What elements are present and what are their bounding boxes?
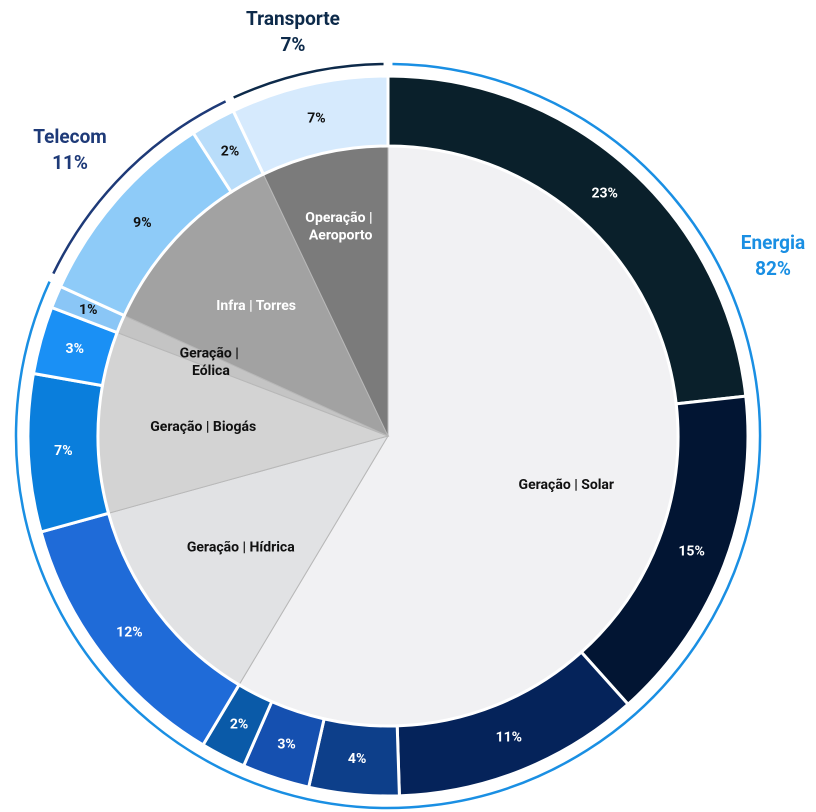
- ring-label: 1%: [79, 302, 97, 318]
- group-arc: [52, 100, 227, 275]
- ring-label: 12%: [116, 625, 142, 641]
- group-name: Telecom: [33, 125, 107, 148]
- label-line: Operação |: [305, 210, 376, 226]
- group-name: Transporte: [246, 7, 340, 30]
- group-arc: [14, 62, 762, 810]
- inner-label: Geração | Eólica: [180, 345, 243, 379]
- inner-label: Geração | Solar: [519, 477, 615, 493]
- group-value: 82%: [755, 257, 791, 280]
- ring-segment: [231, 74, 390, 177]
- ring-label: 2%: [221, 144, 239, 160]
- ring-label: 3%: [277, 736, 295, 752]
- inner-label: Operação | Aeroporto: [305, 210, 376, 244]
- label-line: Aeroporto: [309, 227, 373, 243]
- ring-label: 4%: [348, 751, 366, 767]
- group-arc: [233, 62, 384, 99]
- ring-label: 15%: [678, 544, 704, 560]
- group-value: 7%: [281, 33, 306, 56]
- inner-label: Geração | Hídrica: [187, 540, 295, 556]
- inner-label: Infra | Torres: [216, 298, 296, 314]
- ring-label: 11%: [496, 729, 522, 745]
- ring-label: 7%: [307, 111, 325, 127]
- ring-label: 3%: [66, 341, 84, 357]
- inner-label: Geração | Biogás: [150, 419, 256, 435]
- ring-label: 23%: [591, 185, 617, 201]
- ring-label: 2%: [230, 717, 248, 733]
- label-line: Eólica: [192, 363, 230, 379]
- label-line: Geração |: [180, 345, 243, 361]
- group-name: Energia: [741, 231, 805, 254]
- ring-label: 9%: [133, 215, 151, 231]
- ring-label: 7%: [54, 443, 72, 459]
- group-value: 11%: [52, 151, 88, 174]
